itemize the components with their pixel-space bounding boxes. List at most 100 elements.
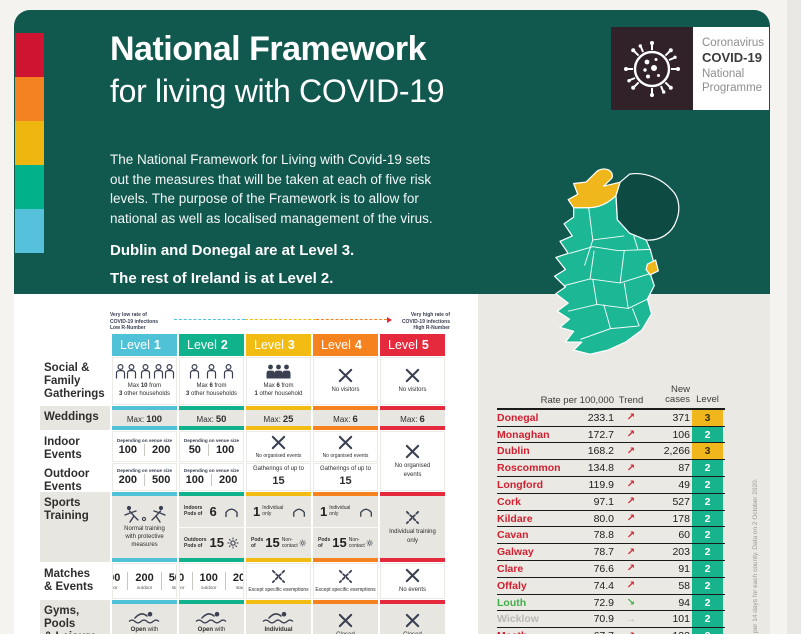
county-name: Galway	[497, 546, 534, 559]
county-row: Kildare 80.0 ↗ 178 2	[497, 510, 725, 528]
trend-arrow-icon: ↗	[626, 445, 636, 457]
trend-arrow-icon: ↘	[626, 597, 636, 609]
framework-cell: Max 10 from 3 other households	[112, 357, 177, 405]
trend-arrow-icon: ↗	[626, 546, 636, 558]
county-row: Dublin 168.2 ↗ 2,266 3	[497, 443, 725, 461]
framework-cell: Depending on venue size 200 500	[112, 463, 177, 491]
county-new-cases: 60	[678, 529, 690, 542]
county-name: Dublin	[497, 445, 530, 458]
stripe-red	[15, 33, 44, 77]
poster: National Framework for living with COVID…	[14, 10, 770, 634]
people-group-icon	[115, 363, 174, 379]
county-new-cases: 49	[678, 478, 690, 491]
trend-arrow-icon: ↗	[626, 496, 636, 508]
framework-cell: Individual training only	[380, 492, 445, 562]
indoors-icon	[293, 508, 305, 517]
county-name: Clare	[497, 562, 524, 575]
row-label: Social & Family Gatherings	[40, 357, 110, 405]
trend-arrow-icon: ↗	[626, 563, 636, 575]
county-rate: 67.7	[559, 630, 614, 634]
county-rate: 172.7	[587, 428, 614, 441]
stripe-cyan	[15, 209, 44, 253]
not-permitted-icon	[338, 614, 353, 628]
framework-cell: 1 Individual only Pods of 15 Non-contact	[313, 492, 378, 562]
county-rate: 70.9	[593, 613, 614, 626]
not-permitted-icon	[271, 435, 286, 449]
county-row: Meath67.7↗1322	[497, 628, 725, 634]
header-new-cases: New cases	[665, 384, 690, 406]
people-cluster-icon	[266, 364, 290, 379]
row-label: Indoor Events	[40, 431, 110, 462]
stripe-orange	[15, 77, 44, 121]
county-table: Rate per 100,000 Trend New cases Level Do…	[497, 384, 725, 634]
trend-arrow-icon: ↗	[626, 479, 636, 491]
scale-left-label: Very low rate of COVID-19 infections Low R…	[110, 312, 159, 331]
trend-arrow-icon: ↗	[614, 631, 648, 634]
county-row: Donegal 233.1 ↗ 371 3	[497, 409, 725, 427]
trend-arrow-icon: ↗	[626, 529, 636, 541]
county-level-badge: 2	[692, 594, 723, 611]
county-new-cases: 94	[678, 596, 690, 609]
county-table-header: Rate per 100,000 Trend New cases Level	[497, 384, 725, 410]
level-2-header: Level 2	[179, 334, 244, 356]
county-rate: 76.6	[593, 562, 614, 575]
county-name: Cavan	[497, 529, 529, 542]
swimmer-icon	[195, 611, 226, 624]
not-permitted-icon	[405, 569, 420, 583]
framework-cell: Indoors Pods of 6 Outdoors Pods of 15	[179, 492, 244, 562]
map-dublin	[645, 259, 659, 276]
risk-gradient-arrow	[174, 316, 392, 323]
county-table-rows: Donegal 233.1 ↗ 371 3 Monaghan 172.7 ↗ 106 2 Dubli…	[497, 409, 725, 634]
county-name: Donegal	[497, 411, 539, 424]
framework-cell: Except specific exemptions	[313, 563, 378, 599]
framework-cell: 1 Individual only Pods of 15 Non-contact	[246, 492, 311, 562]
framework-cell: No visitors	[380, 357, 445, 405]
page-subtitle: for living with COVID-19	[110, 73, 445, 109]
logo-line-programme: Programme	[702, 82, 763, 94]
framework-cell: Gatherings of up to 15	[313, 463, 378, 491]
row-label: Outdoor Events	[40, 463, 110, 493]
map-donegal	[567, 168, 621, 209]
trend-arrow-icon: ↗	[626, 412, 636, 424]
county-row: Longford 119.9 ↗ 49 2	[497, 477, 725, 494]
county-rate: 78.7	[593, 546, 614, 559]
framework-cell: Closed	[313, 600, 378, 634]
county-new-cases: 87	[678, 462, 690, 475]
header-rate: Rate per 100,000	[540, 394, 614, 406]
county-level-badge: 3	[692, 443, 723, 460]
level-3-header: Level 3	[246, 334, 311, 356]
covid-programme-logo: Coronavirus COVID-19 National Programme	[611, 27, 769, 110]
outdoors-sun-icon	[365, 539, 373, 547]
county-row: Clare 76.6 ↗ 91 2	[497, 561, 725, 578]
indoors-icon	[225, 508, 238, 517]
county-rate: 78.8	[593, 529, 614, 542]
county-name: Longford	[497, 478, 544, 491]
county-rate: 119.9	[588, 478, 615, 491]
swimmer-icon	[262, 611, 293, 624]
county-name: Louth	[497, 596, 527, 609]
county-rate: 233.1	[587, 411, 614, 424]
virus-icon-box	[611, 27, 693, 110]
county-level-badge: 2	[692, 577, 723, 594]
header-level: Level	[696, 394, 719, 406]
county-level-badge: 2	[692, 628, 723, 634]
restricted-dotted-icon	[338, 570, 353, 584]
county-row: Monaghan 172.7 ↗ 106 2	[497, 426, 725, 444]
framework-cell: Except specific exemptions	[246, 563, 311, 599]
outdoors-sun-icon	[227, 537, 239, 549]
county-new-cases: 106	[672, 428, 690, 441]
county-name: Monaghan	[497, 428, 550, 441]
row-label: Weddings	[40, 406, 110, 430]
county-new-cases: 203	[672, 546, 690, 559]
intro-block: The National Framework for Living with C…	[110, 150, 450, 298]
county-name: Cork	[497, 495, 521, 508]
county-row: Cork 97.1 ↗ 527 2	[497, 493, 725, 511]
county-level-badge: 2	[692, 611, 723, 628]
intro-paragraph: The National Framework for Living with C…	[110, 152, 433, 226]
county-new-cases: 2,266	[663, 445, 690, 458]
framework-cell: Max: 6	[380, 406, 445, 430]
